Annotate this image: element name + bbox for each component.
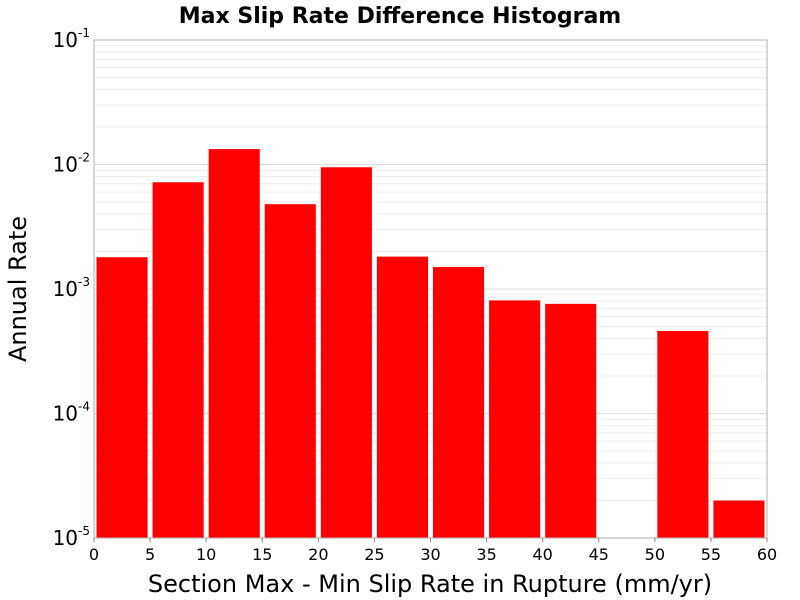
x-tick-label: 55 <box>701 545 721 564</box>
histogram-bar <box>96 257 148 538</box>
x-tick-label: 45 <box>589 545 609 564</box>
x-tick-label: 0 <box>89 545 99 564</box>
y-axis-label: Annual Rate <box>4 216 32 362</box>
x-tick-label: 35 <box>476 545 496 564</box>
histogram-bar <box>264 204 316 538</box>
x-tick-label: 50 <box>645 545 665 564</box>
histogram-bar <box>489 300 541 538</box>
histogram-bar <box>657 330 709 538</box>
y-tick-label: 10-1 <box>53 26 90 52</box>
y-axis-ticks: 10-5 10-4 10-3 10-2 10-1 <box>53 26 90 550</box>
x-tick-label: 25 <box>364 545 384 564</box>
histogram-bar <box>545 303 597 538</box>
histogram-bar <box>320 167 372 538</box>
x-tick-label: 30 <box>420 545 440 564</box>
x-tick-label: 15 <box>252 545 272 564</box>
y-tick-label: 10-2 <box>53 151 90 177</box>
histogram-bar <box>152 182 204 539</box>
x-axis-label: Section Max - Min Slip Rate in Rupture (… <box>148 570 712 598</box>
x-axis-ticks: 0 5 10 15 20 25 30 35 40 45 50 55 60 <box>89 538 777 564</box>
y-tick-label: 10-4 <box>53 400 90 426</box>
gridlines <box>94 45 767 502</box>
x-tick-label: 60 <box>757 545 777 564</box>
chart-title: Max Slip Rate Difference Histogram <box>179 4 621 29</box>
x-tick-label: 10 <box>196 545 216 564</box>
x-tick-label: 20 <box>308 545 328 564</box>
x-tick-label: 5 <box>145 545 155 564</box>
histogram-bar <box>433 267 485 538</box>
histogram-bar <box>376 256 428 538</box>
bars <box>96 149 765 539</box>
histogram-bar <box>208 149 260 538</box>
x-tick-label: 40 <box>532 545 552 564</box>
y-tick-label: 10-3 <box>53 275 90 301</box>
y-tick-label: 10-5 <box>53 524 90 550</box>
histogram-bar <box>713 500 765 538</box>
